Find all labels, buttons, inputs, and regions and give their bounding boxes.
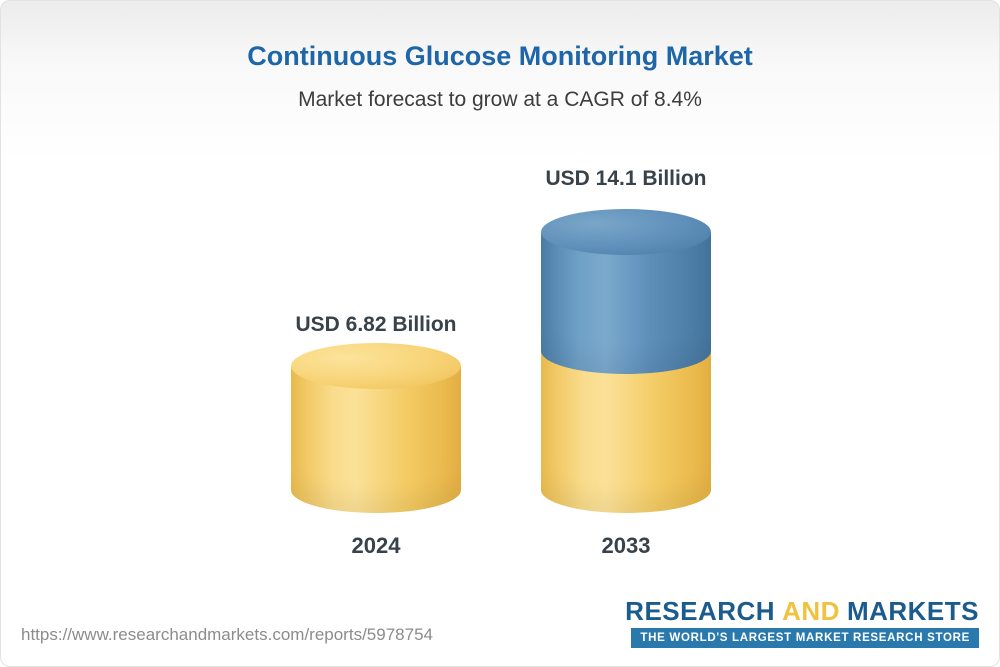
bar-2033-growth-segment <box>541 232 711 374</box>
logo-tagline: THE WORLD'S LARGEST MARKET RESEARCH STOR… <box>631 628 979 648</box>
x-axis-label-2024: 2024 <box>351 533 401 558</box>
logo-word-markets: MARKETS <box>846 596 979 626</box>
bar-2024-segment <box>291 366 461 513</box>
research-and-markets-logo: RESEARCH AND MARKETS THE WORLD'S LARGEST M… <box>625 598 979 648</box>
page-subtitle: Market forecast to grow at a CAGR of 8.4… <box>298 88 702 111</box>
bar-value-label-2033: USD 14.1 Billion <box>545 167 707 190</box>
page-title: Continuous Glucose Monitoring Market <box>247 41 753 71</box>
report-url[interactable]: https://www.researchandmarkets.com/repor… <box>21 625 433 644</box>
logo-word-research: RESEARCH <box>625 596 776 626</box>
logo-word-and: AND <box>782 596 840 626</box>
bar-2024-top-ellipse <box>291 343 461 389</box>
bar-2033-top-ellipse <box>541 209 711 255</box>
bar-2033-base-segment <box>541 352 711 513</box>
bar-value-label-2024: USD 6.82 Billion <box>295 313 457 336</box>
logo-wordmark: RESEARCH AND MARKETS <box>625 598 979 624</box>
x-axis-label-2033: 2033 <box>601 533 651 558</box>
